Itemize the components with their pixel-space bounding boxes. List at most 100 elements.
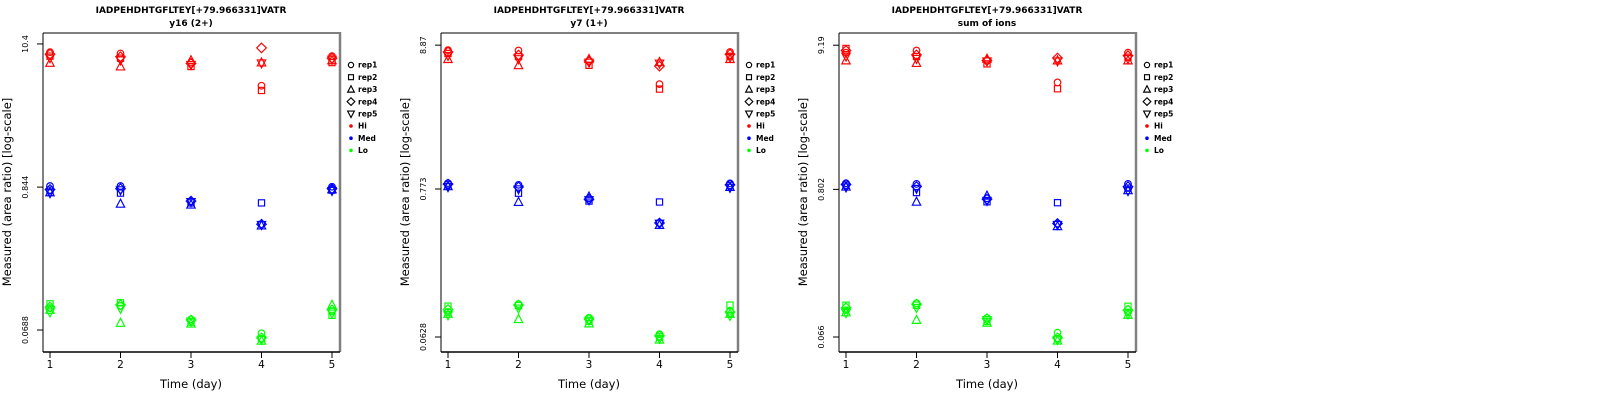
legend-rep5-triangle-down-icon bbox=[1142, 110, 1152, 119]
point-hi-rep3-day4 bbox=[256, 56, 267, 67]
x-tick-label: 1 bbox=[843, 359, 850, 371]
plot-canvas-sum-of-ions: IADPEHDHTGFLTEY[+79.966331]VATR sum of i… bbox=[796, 6, 1173, 391]
legend-med-dot-icon bbox=[349, 136, 353, 140]
point-med-rep5-day2 bbox=[911, 184, 922, 195]
legend-rep5-triangle-down-icon bbox=[346, 110, 356, 119]
point-hi-rep5-day1 bbox=[442, 51, 454, 62]
point-hi-rep5-day2 bbox=[911, 54, 922, 65]
plot-title: IADPEHDHTGFLTEY[+79.966331]VATR bbox=[892, 6, 1083, 16]
y-tick-label: 0.844 bbox=[21, 176, 30, 199]
point-lo-rep3-day3 bbox=[583, 317, 595, 328]
x-axis-label: Time (day) bbox=[159, 377, 222, 391]
point-lo-rep5-day2 bbox=[513, 304, 524, 315]
point-med-rep5-day1 bbox=[840, 183, 852, 194]
point-hi-rep5-day5 bbox=[1122, 54, 1134, 65]
point-hi-rep4-day4 bbox=[653, 60, 666, 72]
legend-label: Hi bbox=[756, 122, 765, 131]
point-med-rep5-day4 bbox=[256, 220, 267, 231]
legend-rep2-square-icon bbox=[745, 74, 753, 81]
point-med-rep5-day5 bbox=[1122, 187, 1134, 197]
point-hi-rep5-day5 bbox=[326, 55, 338, 66]
legend-label: Lo bbox=[756, 146, 766, 155]
legend-rep1-circle-icon bbox=[347, 61, 355, 69]
point-hi-rep1-day4 bbox=[655, 80, 664, 88]
legend-lo-dot-icon bbox=[349, 148, 353, 153]
plot-panel-y16-2plus: IADPEHDHTGFLTEY[+79.966331]VATR y16 (2+)… bbox=[0, 0, 398, 400]
legend-label: Hi bbox=[1154, 122, 1163, 131]
point-med-rep3-day2 bbox=[911, 195, 922, 206]
y-tick-label: 0.0628 bbox=[419, 323, 428, 351]
legend-label: Hi bbox=[358, 122, 367, 131]
point-hi-rep3-day1 bbox=[442, 53, 454, 64]
point-med-rep1-day2 bbox=[912, 180, 921, 188]
legend-label: rep1 bbox=[756, 61, 775, 70]
legend-label: rep2 bbox=[358, 73, 377, 82]
y-axis-label: Measured (area ratio) [log-scale] bbox=[0, 98, 14, 287]
plot-subtitle: sum of ions bbox=[958, 19, 1017, 29]
legend-rep1-circle-icon bbox=[745, 61, 753, 69]
point-hi-rep5-day1 bbox=[840, 52, 852, 63]
legend-hi-dot-icon bbox=[747, 124, 751, 128]
legend-label: rep2 bbox=[1154, 73, 1173, 82]
point-lo-rep4-day5 bbox=[326, 304, 338, 316]
legend-rep3-triangle-up-icon bbox=[1142, 84, 1152, 93]
legend-label: rep3 bbox=[358, 85, 377, 94]
point-lo-rep5-day4 bbox=[1052, 335, 1063, 346]
legend-hi-dot-icon bbox=[349, 124, 353, 128]
point-hi-rep5-day2 bbox=[115, 56, 126, 67]
legend-label: rep5 bbox=[358, 110, 377, 119]
point-med-rep4-day1 bbox=[840, 178, 852, 191]
point-hi-rep4-day2 bbox=[512, 49, 525, 61]
point-hi-rep5-day5 bbox=[724, 53, 736, 64]
point-lo-rep5-day3 bbox=[185, 317, 197, 328]
x-tick-label: 1 bbox=[445, 359, 452, 371]
point-med-rep5-day5 bbox=[326, 186, 338, 197]
point-hi-rep4-day5 bbox=[724, 48, 736, 60]
point-med-rep4-day5 bbox=[724, 179, 736, 191]
legend-label: Med bbox=[1154, 134, 1172, 143]
x-tick-label: 5 bbox=[727, 359, 734, 371]
legend-label: rep2 bbox=[756, 73, 775, 82]
point-med-rep5-day1 bbox=[442, 183, 454, 193]
point-lo-rep1-day2 bbox=[912, 299, 921, 308]
legend-label: rep5 bbox=[756, 110, 775, 119]
point-med-rep4-day1 bbox=[44, 183, 56, 196]
point-hi-rep2-day4 bbox=[1053, 85, 1062, 93]
legend-med-dot-icon bbox=[747, 136, 751, 140]
point-hi-rep5-day4 bbox=[654, 59, 665, 70]
legend-label: Med bbox=[756, 134, 774, 143]
legend-rep1-circle-icon bbox=[1143, 61, 1151, 69]
point-hi-rep5-day4 bbox=[1052, 57, 1063, 68]
point-lo-rep5-day2 bbox=[115, 304, 126, 315]
plot-canvas-y7-1plus: IADPEHDHTGFLTEY[+79.966331]VATR y7 (1+) … bbox=[398, 6, 775, 391]
point-med-rep5-day3 bbox=[185, 198, 197, 208]
point-med-rep2-day4 bbox=[1053, 199, 1062, 207]
legend-hi-dot-icon bbox=[1145, 124, 1149, 128]
point-lo-rep5-day3 bbox=[981, 316, 993, 326]
point-lo-rep1-day2 bbox=[514, 300, 523, 308]
point-hi-rep3-day1 bbox=[840, 54, 852, 65]
plot-subtitle: y7 (1+) bbox=[570, 19, 607, 29]
plot-title: IADPEHDHTGFLTEY[+79.966331]VATR bbox=[96, 6, 287, 16]
point-lo-rep5-day1 bbox=[840, 309, 852, 319]
point-hi-rep2-day4 bbox=[257, 86, 266, 95]
legend-rep4-diamond-icon bbox=[346, 96, 356, 107]
x-tick-label: 3 bbox=[188, 359, 195, 371]
point-lo-rep3-day1 bbox=[840, 306, 852, 317]
y-tick-label: 9.19 bbox=[817, 36, 826, 54]
point-hi-rep5-day2 bbox=[513, 55, 524, 65]
x-tick-label: 5 bbox=[329, 359, 336, 371]
point-med-rep5-day5 bbox=[724, 183, 736, 194]
x-tick-label: 4 bbox=[656, 359, 663, 371]
y-tick-label: 10.4 bbox=[21, 35, 30, 53]
point-hi-rep1-day2 bbox=[116, 49, 125, 58]
point-lo-rep4-day5 bbox=[1122, 304, 1134, 316]
x-axis-label: Time (day) bbox=[955, 377, 1018, 391]
legend-label: rep4 bbox=[1154, 97, 1173, 106]
x-tick-label: 5 bbox=[1125, 359, 1132, 371]
point-lo-rep4-day1 bbox=[442, 303, 454, 316]
point-lo-rep5-day4 bbox=[654, 334, 665, 345]
point-hi-rep4-day1 bbox=[442, 46, 454, 58]
plot-title: IADPEHDHTGFLTEY[+79.966331]VATR bbox=[494, 6, 685, 16]
